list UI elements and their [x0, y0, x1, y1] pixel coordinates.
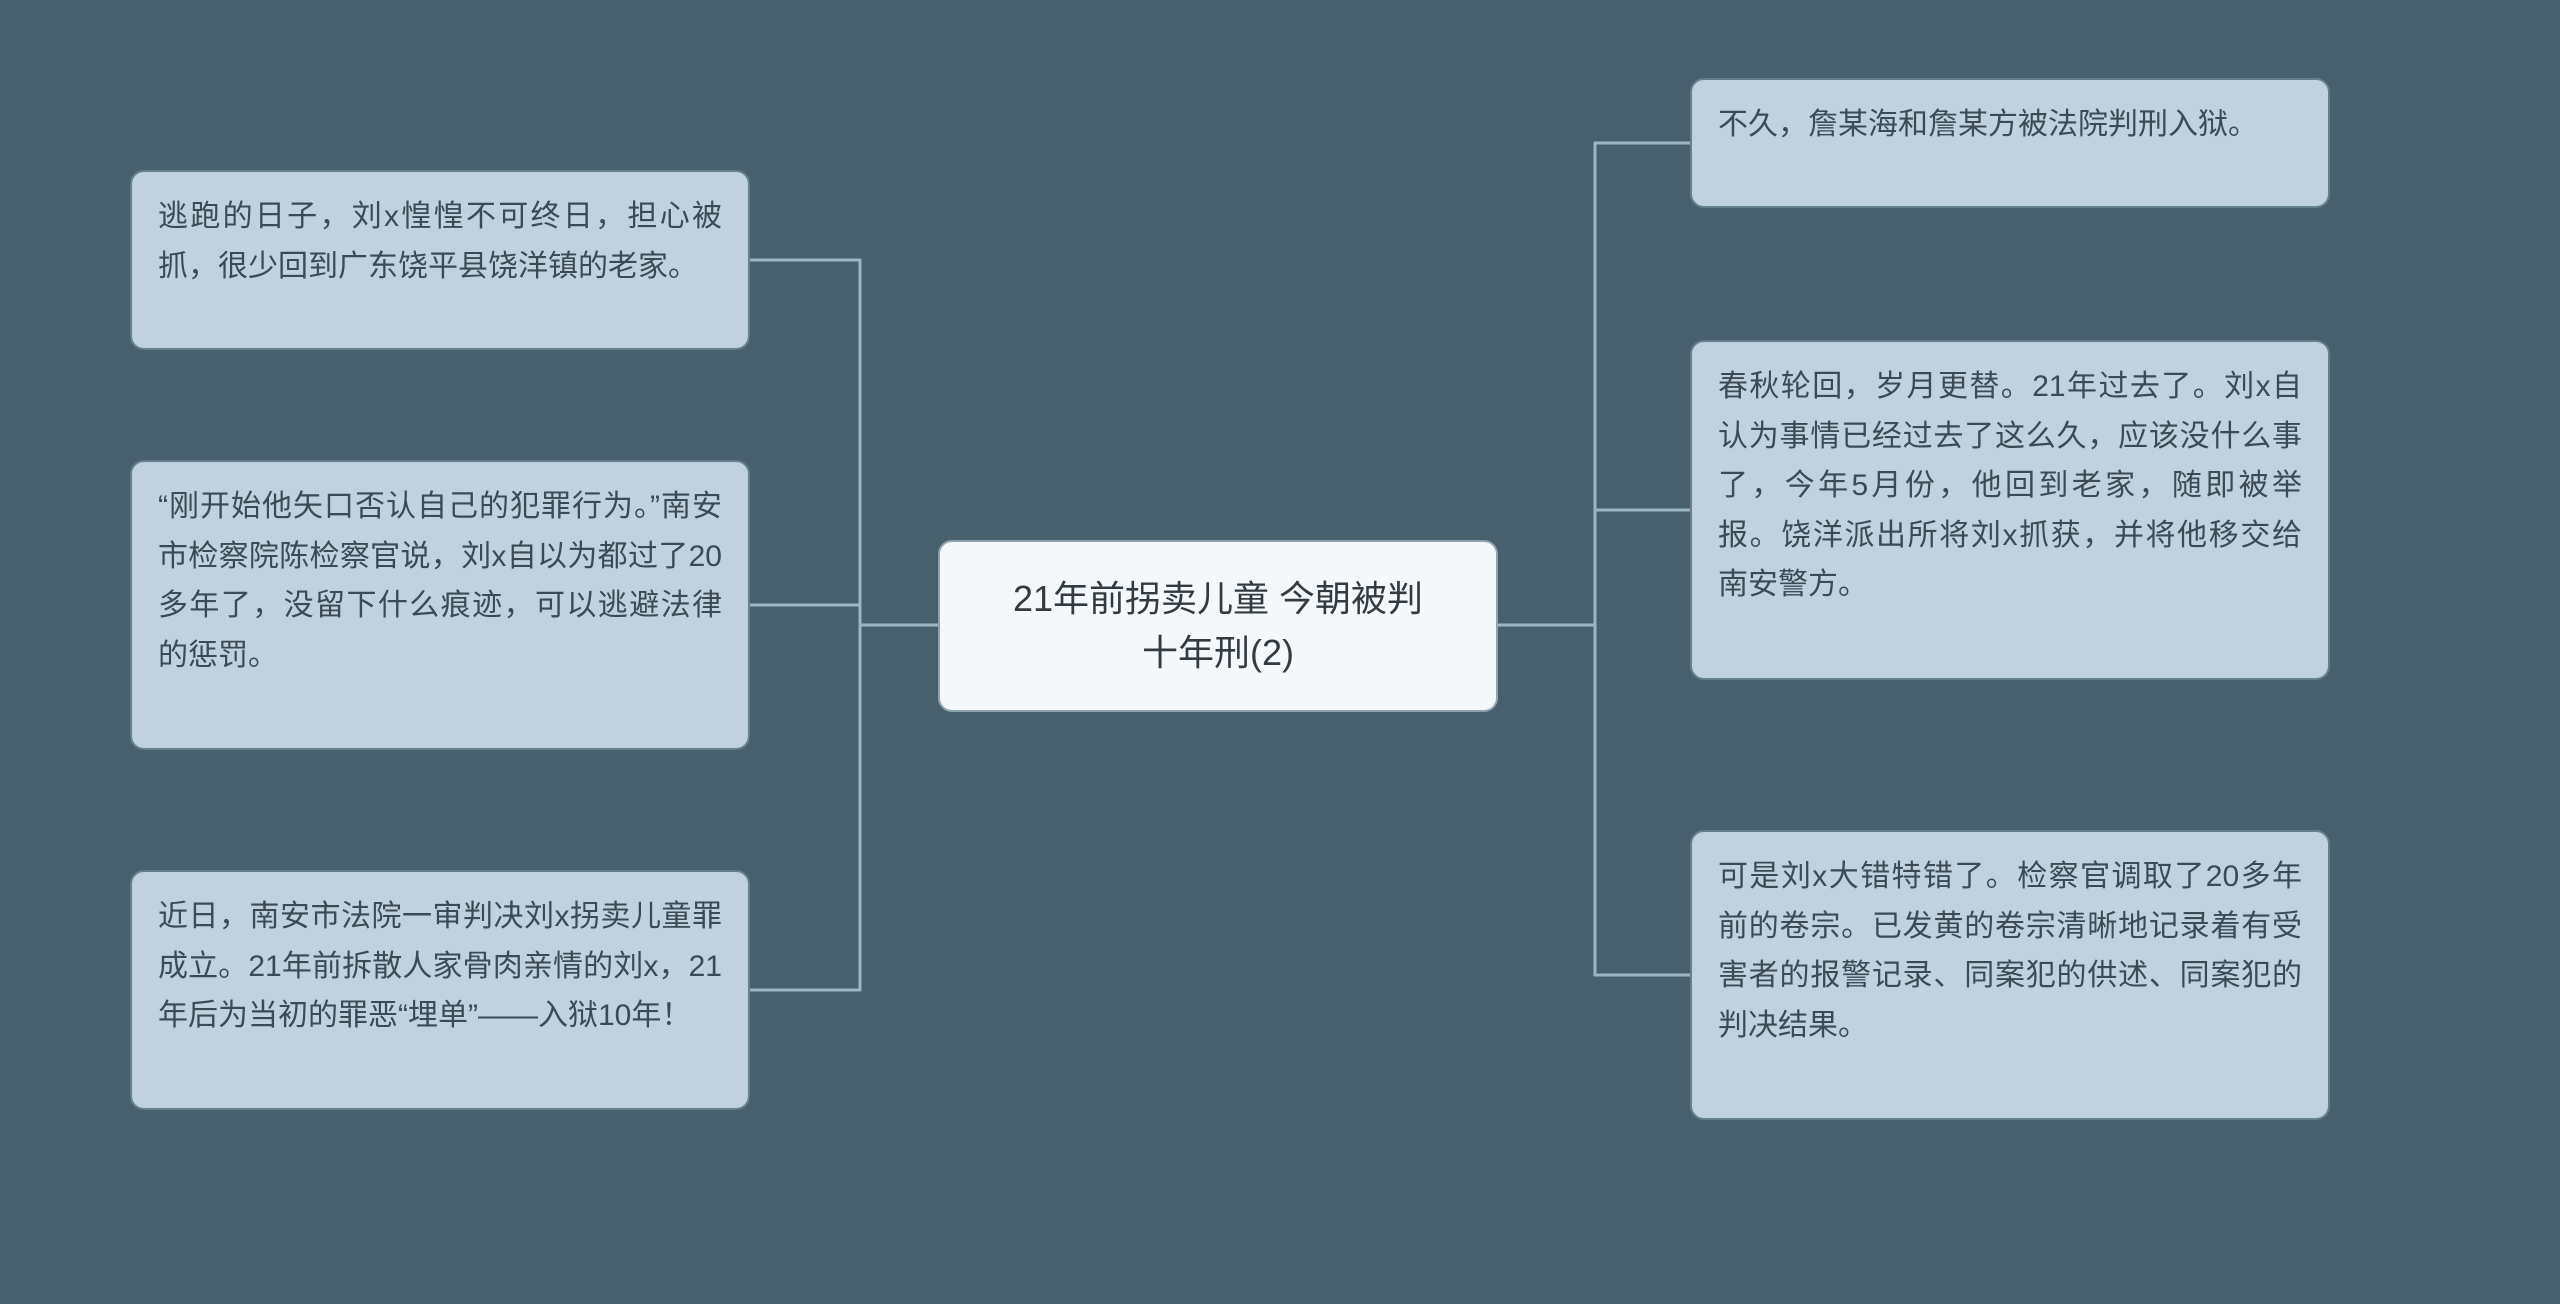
left-node-0: 逃跑的日子，刘x惶惶不可终日，担心被抓，很少回到广东饶平县饶洋镇的老家。	[130, 170, 750, 350]
mindmap-canvas: shutu.cn shutu.cn 21年前拐卖儿童 今朝被判 十年刑(2) 逃…	[0, 0, 2560, 1304]
right-node-1: 春秋轮回，岁月更替。21年过去了。刘x自认为事情已经过去了这么久，应该没什么事了…	[1690, 340, 2330, 680]
center-line2: 十年刑(2)	[1142, 626, 1294, 680]
left-node-2: 近日，南安市法院一审判决刘x拐卖儿童罪成立。21年前拆散人家骨肉亲情的刘x，21…	[130, 870, 750, 1110]
right-node-0: 不久，詹某海和詹某方被法院判刑入狱。	[1690, 78, 2330, 208]
center-node: 21年前拐卖儿童 今朝被判 十年刑(2)	[938, 540, 1498, 712]
left-node-1: “刚开始他矢口否认自己的犯罪行为。”南安市检察院陈检察官说，刘x自以为都过了20…	[130, 460, 750, 750]
center-line1: 21年前拐卖儿童 今朝被判	[1013, 572, 1423, 626]
right-node-2: 可是刘x大错特错了。检察官调取了20多年前的卷宗。已发黄的卷宗清晰地记录着有受害…	[1690, 830, 2330, 1120]
